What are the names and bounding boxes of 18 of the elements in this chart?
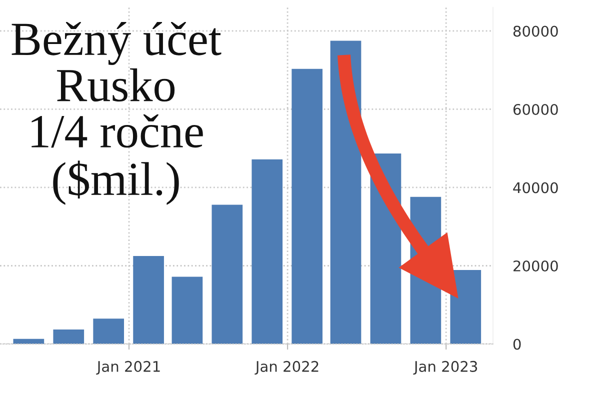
bar [292,68,323,344]
x-tick-label: Jan 2023 [413,360,478,375]
y-tick-label: 60000 [513,104,558,115]
x-tick-label: Jan 2022 [254,360,318,375]
bar [450,270,482,344]
bar [212,204,243,344]
y-tick-label: 20000 [514,260,558,272]
text: Bežný účet Rusko 1/4 ročne ($mil.) [12,22,222,205]
bar [53,330,84,344]
y-tick-label: 40000 [513,182,558,194]
bar [93,318,124,344]
bar [172,276,203,344]
y-tick-label: 80000 [513,26,558,37]
bar [13,338,44,344]
x-tick-label: Jan 2021 [96,360,160,375]
bar [133,256,164,344]
bar [252,159,283,344]
y-tick-label: 0 [513,338,521,350]
